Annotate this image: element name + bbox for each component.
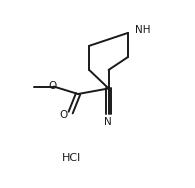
Text: O: O (49, 81, 57, 91)
Text: NH: NH (135, 25, 150, 35)
Text: O: O (60, 110, 68, 120)
Text: HCl: HCl (62, 153, 81, 163)
Text: N: N (104, 117, 112, 127)
